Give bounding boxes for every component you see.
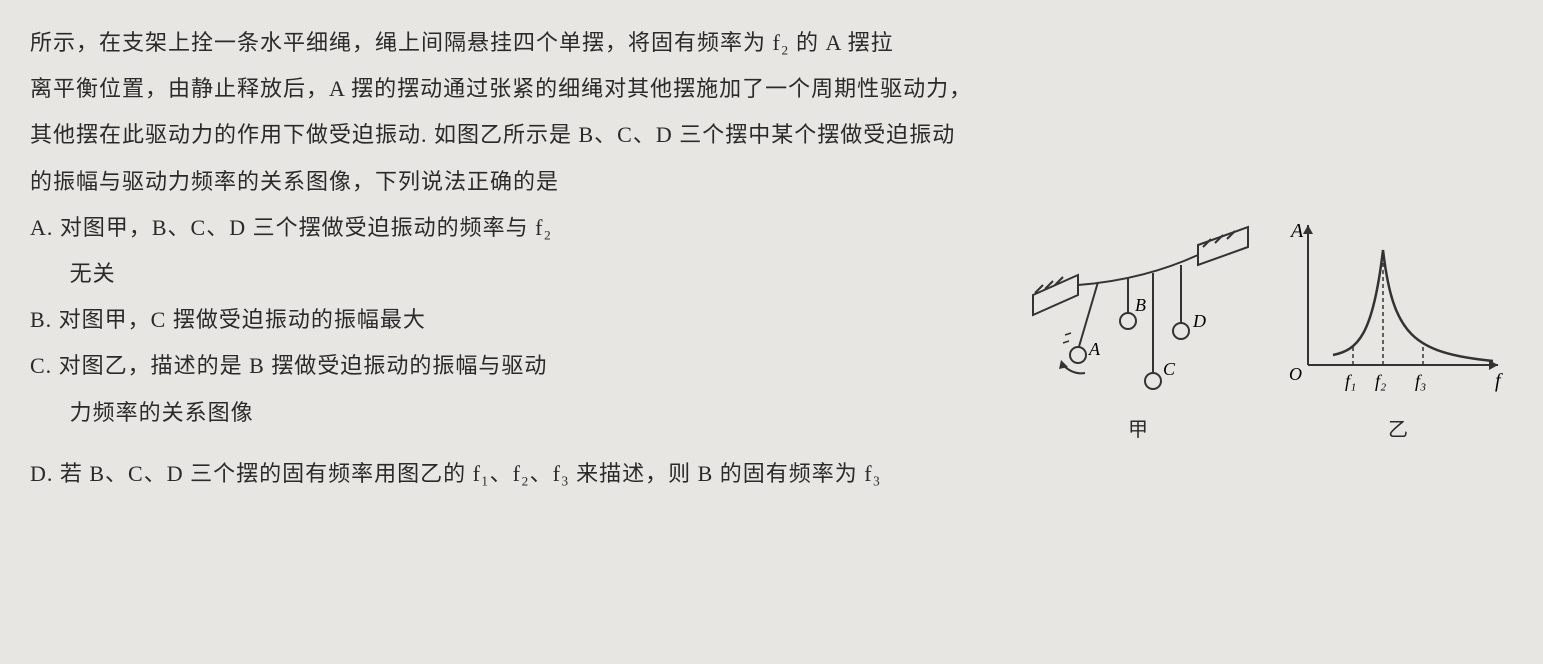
pendulum-label-d: D bbox=[1192, 311, 1206, 331]
option-c-line2: 力频率的关系图像 bbox=[70, 390, 1023, 436]
pendulum-diagram: A B C D bbox=[1023, 215, 1253, 405]
stem-line-2: 离平衡位置，由静止释放后，A 摆的摆动通过张紧的细绳对其他摆施加了一个周期性驱动… bbox=[30, 76, 972, 101]
stem-line-3: 其他摆在此驱动力的作用下做受迫振动. 如图乙所示是 B、C、D 三个摆中某个摆做… bbox=[30, 122, 955, 147]
pendulum-label-c: C bbox=[1163, 359, 1176, 379]
resonance-chart: A O f f₁ f₂ f₃ bbox=[1283, 215, 1513, 405]
tick-f2: f₂ bbox=[1375, 371, 1386, 391]
origin-label: O bbox=[1289, 364, 1302, 384]
x-axis-label: f bbox=[1495, 370, 1503, 392]
option-c-line1: C. 对图乙，描述的是 B 摆做受迫振动的振幅与驱动 bbox=[30, 343, 1023, 389]
figure-jia-caption: 甲 bbox=[1128, 409, 1148, 451]
options-text: A. 对图甲，B、C、D 三个摆做受迫振动的频率与 f₂ 无关 B. 对图甲，C… bbox=[30, 205, 1023, 436]
question-stem: 所示，在支架上拴一条水平细绳，绳上间隔悬挂四个单摆，将固有频率为 f₂ 的 A … bbox=[30, 20, 1513, 205]
figure-yi-caption: 乙 bbox=[1388, 409, 1408, 451]
figure-yi: A O f f₁ f₂ f₃ 乙 bbox=[1283, 215, 1513, 451]
pendulum-label-b: B bbox=[1135, 295, 1146, 315]
option-b: B. 对图甲，C 摆做受迫振动的振幅最大 bbox=[30, 297, 1023, 343]
option-a-line2: 无关 bbox=[70, 251, 1023, 297]
stem-line-4: 的振幅与驱动力频率的关系图像，下列说法正确的是 bbox=[30, 169, 559, 194]
options-area: A. 对图甲，B、C、D 三个摆做受迫振动的频率与 f₂ 无关 B. 对图甲，C… bbox=[30, 205, 1513, 451]
option-d: D. 若 B、C、D 三个摆的固有频率用图乙的 f₁、f₂、f₃ 来描述，则 B… bbox=[30, 451, 1513, 497]
tick-f3: f₃ bbox=[1415, 371, 1426, 391]
option-a-line1: A. 对图甲，B、C、D 三个摆做受迫振动的频率与 f₂ bbox=[30, 205, 1023, 251]
tick-f1: f₁ bbox=[1345, 371, 1356, 391]
pendulum-label-a: A bbox=[1088, 339, 1101, 359]
figures-container: A B C D 甲 bbox=[1023, 205, 1513, 451]
y-axis-label: A bbox=[1289, 220, 1304, 242]
stem-line-1: 所示，在支架上拴一条水平细绳，绳上间隔悬挂四个单摆，将固有频率为 f₂ 的 A … bbox=[30, 30, 894, 55]
figure-jia: A B C D 甲 bbox=[1023, 215, 1253, 451]
